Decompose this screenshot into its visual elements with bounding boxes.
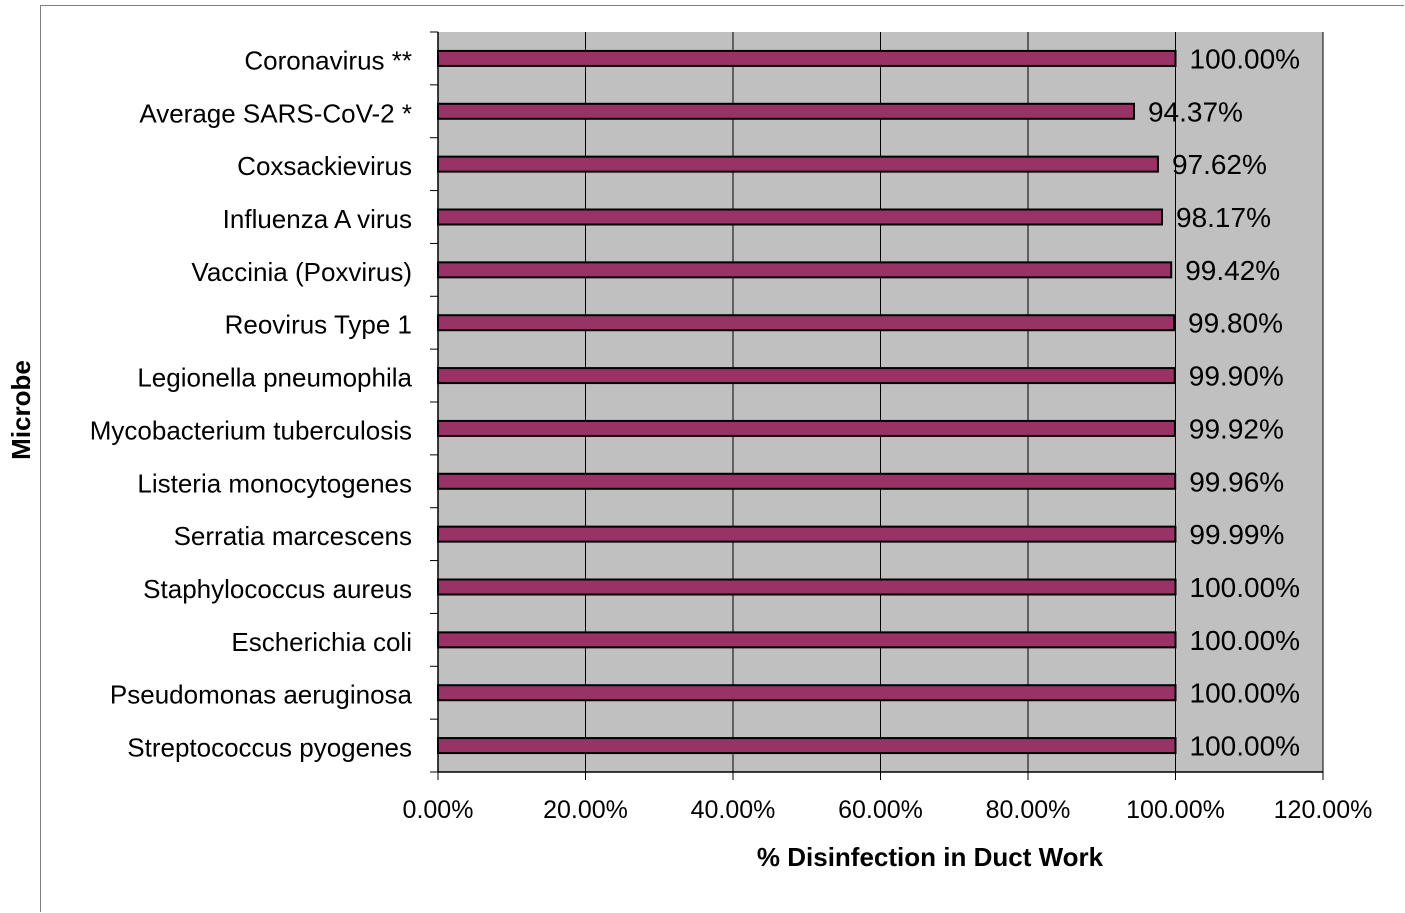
- x-tick-labels: 0.00% 20.00% 40.00% 60.00% 80.00% 100.00% 120.…: [403, 796, 1373, 824]
- category-label: Vaccinia (Poxvirus): [191, 257, 412, 287]
- grid-lines: [585, 32, 1324, 772]
- data-label: 97.62%: [1172, 149, 1267, 180]
- data-label: 99.92%: [1189, 413, 1284, 444]
- category-label: Legionella pneumophila: [137, 363, 412, 393]
- data-label: 99.99%: [1189, 519, 1284, 550]
- category-label: Coronavirus **: [244, 45, 412, 75]
- category-label: Influenza A virus: [223, 204, 412, 234]
- bar: [437, 261, 1173, 279]
- category-label: Reovirus Type 1: [225, 310, 412, 340]
- axes: [430, 31, 1324, 780]
- bar: [437, 578, 1177, 596]
- data-label: 100.00%: [1190, 678, 1301, 709]
- bar: [437, 525, 1177, 543]
- bar: [437, 314, 1176, 332]
- category-label: Pseudomonas aeruginosa: [110, 680, 413, 710]
- value-labels: 100.00% 94.37% 97.62% 98.17% 99.42% 99.80% 99.…: [1148, 43, 1300, 761]
- data-label: 98.17%: [1176, 202, 1271, 233]
- category-label: Serratia marcescens: [174, 521, 412, 551]
- data-label: 99.42%: [1185, 255, 1280, 286]
- bar: [437, 472, 1177, 490]
- data-label: 99.90%: [1189, 361, 1284, 392]
- data-label: 99.80%: [1188, 308, 1283, 339]
- x-tick-label: 60.00%: [838, 796, 923, 824]
- category-label: Streptococcus pyogenes: [127, 733, 412, 763]
- data-label: 100.00%: [1190, 625, 1301, 656]
- bar: [437, 684, 1177, 702]
- bar: [437, 419, 1176, 437]
- bar: [437, 155, 1159, 173]
- x-axis-title: % Disinfection in Duct Work: [757, 842, 1104, 872]
- data-label: 100.00%: [1190, 572, 1301, 603]
- data-label: 100.00%: [1190, 43, 1301, 74]
- category-label: Average SARS-CoV-2 *: [139, 98, 412, 128]
- bars: [437, 49, 1177, 755]
- x-tick-label: 80.00%: [986, 796, 1071, 824]
- data-label: 100.00%: [1190, 731, 1301, 762]
- chart-frame: [40, 5, 1404, 912]
- category-label: Escherichia coli: [231, 627, 412, 657]
- bar: [437, 208, 1164, 226]
- x-tick-label: 120.00%: [1274, 796, 1373, 824]
- bar: [437, 367, 1176, 385]
- category-label: Staphylococcus aureus: [143, 574, 412, 604]
- x-tick-label: 0.00%: [403, 796, 474, 824]
- bar: [437, 49, 1177, 67]
- bar: [437, 102, 1135, 120]
- bar: [437, 737, 1177, 755]
- category-label: Coxsackievirus: [237, 151, 412, 181]
- x-tick-label: 40.00%: [691, 796, 776, 824]
- bar: [437, 631, 1177, 649]
- data-label: 94.37%: [1148, 96, 1243, 127]
- category-label: Mycobacterium tuberculosis: [90, 415, 412, 445]
- category-labels: Coronavirus ** Average SARS-CoV-2 * Coxsac…: [90, 45, 413, 762]
- category-label: Listeria monocytogenes: [137, 468, 412, 498]
- data-label: 99.96%: [1189, 466, 1284, 497]
- y-axis-title: Microbe: [6, 360, 36, 460]
- x-tick-label: 100.00%: [1126, 796, 1225, 824]
- x-tick-label: 20.00%: [543, 796, 628, 824]
